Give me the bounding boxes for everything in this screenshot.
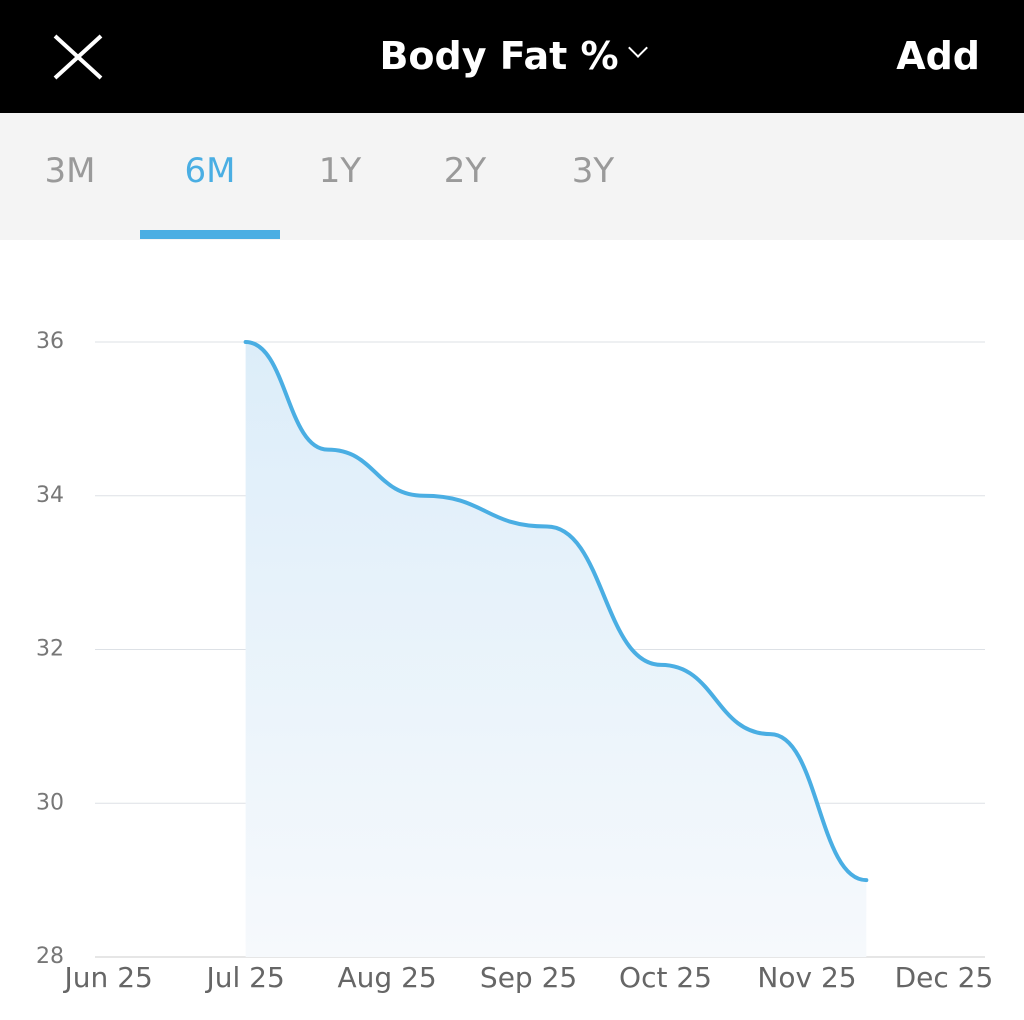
area-fill [245,342,867,957]
chevron [627,38,648,58]
x-tick-label: Jul 25 [204,961,284,994]
x-tick-label: Jun 25 [63,961,153,994]
line [243,340,869,883]
x-tick-label: Sep 25 [480,961,577,994]
title-dropdown[interactable]: Body Fat % [0,34,1024,78]
x-tick-label: Oct 25 [619,961,712,994]
header: Body Fat % Add [0,0,1024,113]
y-tick-label: 28 [36,944,64,969]
chart: 28 30 32 34 36 Jun 25 Jul 25 Aug 25 Sep 25 Oct 25… [36,329,994,994]
x-tick-label: Aug 25 [338,961,437,994]
tab-bar: 3M 6M 1Y 2Y 3Y [0,113,1024,240]
y-tick-label: 36 [36,329,64,354]
tab-underline [140,230,280,239]
y-tick-label: 32 [36,637,64,662]
add-button[interactable]: Add [896,34,980,78]
x-tick-label: Dec 25 [895,961,994,994]
range-tab[interactable]: 3Y [571,151,615,191]
close-button[interactable] [52,33,104,81]
y-tick-label: 34 [36,483,64,508]
range-tab[interactable]: 3M [44,151,96,191]
range-tab[interactable]: 6M [184,151,236,191]
range-tab[interactable]: 1Y [318,151,362,191]
x-tick-label: Nov 25 [757,961,856,994]
y-tick-label: 30 [36,790,64,815]
title: Body Fat % [379,34,619,78]
range-tab[interactable]: 2Y [443,151,487,191]
